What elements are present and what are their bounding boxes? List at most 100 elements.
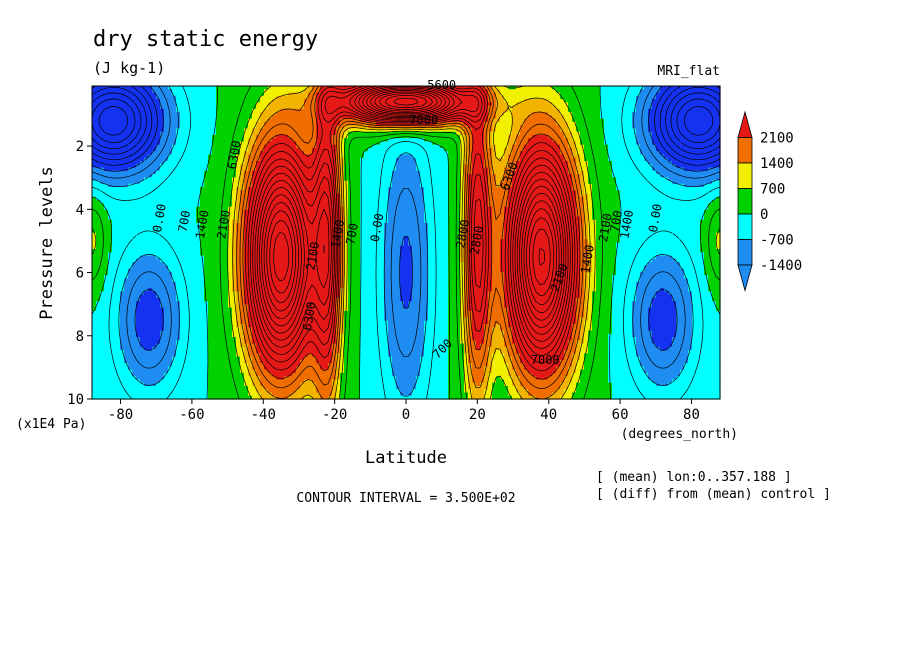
contour-cell — [244, 121, 249, 126]
contour-cell — [540, 144, 545, 149]
contour-cell — [616, 89, 621, 94]
contour-cell — [520, 183, 525, 188]
contour-cell — [616, 118, 621, 123]
contour-cell — [580, 89, 585, 94]
contour-cell — [228, 144, 233, 149]
contour-cell — [308, 134, 313, 139]
contour-cell — [364, 141, 369, 146]
contour-cell — [356, 134, 361, 139]
contour-cell — [456, 131, 461, 136]
contour-cell — [456, 157, 461, 162]
contour-cell — [504, 112, 509, 116]
contour-cell — [692, 151, 697, 156]
contour-cell — [200, 167, 205, 172]
contour-cell — [716, 174, 721, 178]
contour-cell — [176, 134, 181, 139]
contour-cell — [660, 183, 665, 188]
contour-cell — [272, 86, 277, 90]
contour-cell — [572, 105, 577, 110]
contour-cell — [688, 102, 693, 107]
contour-cell — [480, 89, 485, 94]
contour-cell — [288, 144, 293, 149]
contour-cell — [620, 174, 625, 178]
contour-cell — [656, 115, 661, 120]
contour-cell — [452, 170, 457, 175]
contour-cell — [304, 177, 309, 182]
contour-cell — [176, 144, 181, 149]
contour-cell — [248, 95, 253, 100]
contour-cell — [152, 141, 157, 146]
contour-cell — [260, 141, 265, 146]
contour-cell — [472, 180, 477, 185]
contour-cell — [576, 151, 581, 156]
contour-cell — [400, 92, 405, 97]
contour-cell — [352, 99, 357, 103]
contour-cell — [688, 86, 693, 90]
contour-cell — [416, 151, 421, 156]
contour-cell — [628, 95, 633, 100]
contour-cell — [408, 89, 413, 94]
contour-cell — [380, 138, 385, 143]
contour-cell — [192, 118, 197, 123]
contour-cell — [668, 125, 673, 129]
contour-cell — [116, 131, 121, 136]
contour-cell — [488, 167, 493, 172]
contour-cell — [232, 102, 237, 107]
contour-cell — [636, 118, 641, 123]
contour-cell — [220, 118, 225, 123]
contour-cell — [544, 118, 549, 123]
contour-cell — [712, 108, 717, 113]
contour-cell — [568, 128, 573, 133]
contour-cell — [692, 167, 697, 172]
contour-cell — [460, 95, 465, 100]
contour-cell — [156, 170, 161, 175]
contour-cell — [684, 180, 689, 185]
contour-cell — [372, 118, 377, 123]
contour-cell — [708, 112, 713, 116]
contour-cell — [460, 157, 465, 162]
contour-cell — [416, 164, 421, 169]
contour-cell — [204, 180, 209, 185]
contour-cell — [160, 125, 165, 129]
contour-cell — [444, 157, 449, 162]
contour-cell — [348, 164, 353, 169]
contour-cell — [176, 183, 181, 188]
contour-cell — [212, 164, 217, 169]
contour-cell — [160, 177, 165, 182]
contour-cell — [132, 134, 137, 139]
contour-cell — [152, 157, 157, 162]
contour-cell — [256, 183, 261, 188]
contour-cell — [224, 157, 229, 162]
contour-cell — [508, 177, 513, 182]
contour-cell — [500, 170, 505, 175]
contour-cell — [636, 183, 641, 188]
contour-cell — [124, 134, 129, 139]
contour-cell — [380, 99, 385, 103]
contour-cell — [420, 147, 425, 152]
contour-cell — [592, 174, 597, 178]
contour-cell — [544, 121, 549, 126]
contour-cell — [348, 147, 353, 152]
contour-cell — [308, 118, 313, 123]
contour-cell — [384, 160, 389, 165]
contour-cell — [236, 157, 241, 162]
contour-cell — [224, 177, 229, 182]
contour-cell — [492, 141, 497, 146]
contour-cell — [252, 128, 257, 133]
contour-cell — [640, 147, 645, 152]
contour-cell — [416, 112, 421, 116]
contour-cell — [272, 128, 277, 133]
contour-cell — [460, 170, 465, 175]
contour-cell — [500, 118, 505, 123]
contour-cell — [180, 121, 185, 126]
contour-cell — [360, 134, 365, 139]
contour-cell — [340, 131, 345, 136]
contour-cell — [132, 170, 137, 175]
contour-cell — [580, 92, 585, 97]
contour-cell — [628, 160, 633, 165]
contour-cell — [108, 134, 113, 139]
contour-cell — [584, 141, 589, 146]
contour-cell — [192, 154, 197, 159]
contour-cell — [500, 125, 505, 129]
contour-cell — [636, 95, 641, 100]
